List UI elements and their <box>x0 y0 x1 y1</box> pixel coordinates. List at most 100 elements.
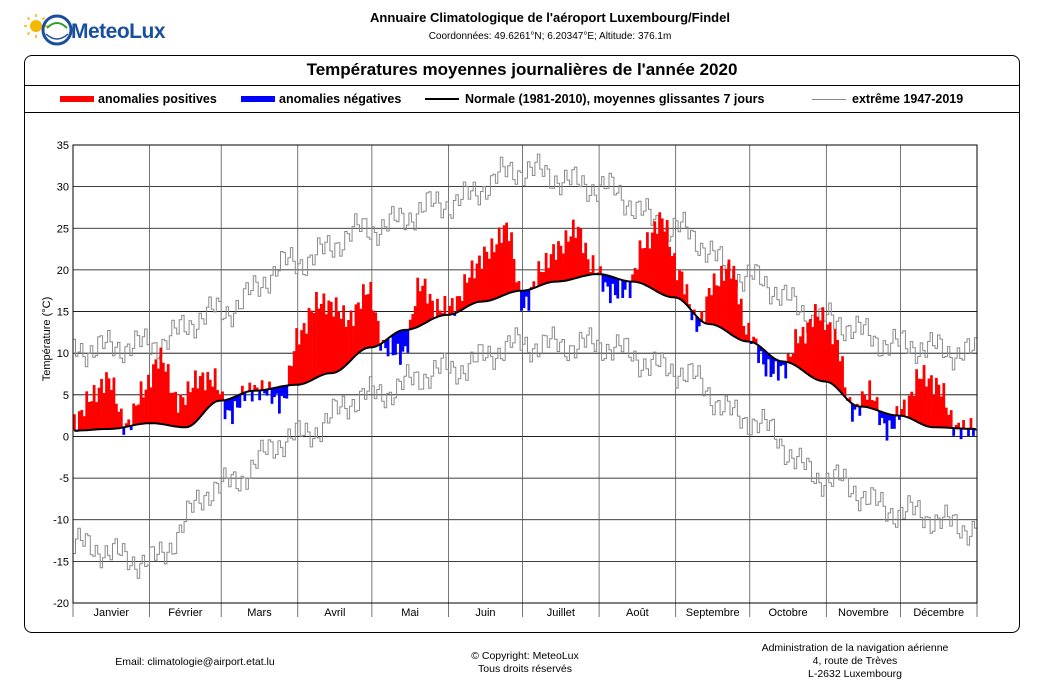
anomaly-bar-positive <box>574 237 578 279</box>
anomaly-bar-positive <box>865 399 869 408</box>
anomaly-bar-positive <box>176 412 180 427</box>
anomaly-bar-positive <box>789 356 793 364</box>
anomaly-bar-negative <box>608 276 612 304</box>
anomaly-bar-positive <box>413 306 417 328</box>
y-tick-label: 15 <box>57 307 69 319</box>
anomaly-bar-positive <box>944 407 948 428</box>
anomaly-bar-negative <box>613 277 617 296</box>
anomaly-bar-negative <box>525 290 528 297</box>
legend-divider <box>24 112 1020 113</box>
anomaly-bar-positive <box>912 396 916 421</box>
anomaly-bar-negative <box>258 390 262 401</box>
anomaly-bar-negative <box>379 344 383 351</box>
anomaly-bar-positive <box>692 309 696 314</box>
anomaly-bar-positive <box>633 267 637 282</box>
anomaly-bar-negative <box>406 329 410 353</box>
anomaly-bar-positive <box>954 424 958 429</box>
anomaly-bar-positive <box>816 316 820 380</box>
anomaly-bar-positive <box>290 366 294 386</box>
anomaly-bar-positive <box>517 280 521 291</box>
anomaly-bar-positive <box>260 380 264 391</box>
anomaly-bar-positive <box>297 344 301 385</box>
anomaly-bar-negative <box>236 395 239 408</box>
anomaly-bar-positive <box>831 344 835 385</box>
anomaly-bar-negative <box>974 428 978 431</box>
anomaly-bar-positive <box>848 397 852 402</box>
anomaly-bar-negative <box>885 413 889 441</box>
legend-swatch-normal <box>425 98 459 100</box>
anomaly-bar-positive <box>369 281 373 348</box>
legend-label-extreme: extrême 1947-2019 <box>852 92 964 106</box>
anomaly-bar-positive <box>475 263 479 303</box>
anomaly-bar-positive <box>902 399 906 417</box>
anomaly-bar-positive <box>826 324 830 382</box>
anomaly-bar-positive <box>418 291 422 326</box>
anomaly-bar-negative <box>769 355 773 377</box>
anomaly-bar-negative <box>396 331 400 344</box>
legend-item-extreme: extrême 1947-2019 <box>812 92 963 106</box>
y-tick-label: -15 <box>53 556 69 568</box>
anomaly-bar-positive <box>895 406 899 416</box>
month-label: Juin <box>475 607 495 619</box>
anomaly-bar-positive <box>507 241 511 294</box>
anomaly-bar-positive <box>436 298 439 317</box>
anomaly-bar-negative <box>275 387 279 394</box>
anomaly-bar-positive <box>811 327 815 378</box>
extreme-lines <box>73 153 977 579</box>
anomaly-bar-positive <box>910 391 914 419</box>
anomaly-bar-positive <box>161 362 165 425</box>
anomaly-bar-positive <box>641 248 644 284</box>
anomaly-bar-positive <box>675 280 679 298</box>
anomaly-bar-positive <box>962 420 965 429</box>
anomaly-bar-positive <box>813 304 817 379</box>
anomaly-bar-positive <box>268 381 271 390</box>
anomaly-bar-positive <box>544 252 548 284</box>
anomaly-bar-positive <box>492 252 496 300</box>
anomaly-bar-positive <box>171 392 175 427</box>
anomaly-bar-positive <box>248 382 252 392</box>
anomaly-bar-positive <box>181 397 185 428</box>
anomaly-bar-positive <box>124 423 128 427</box>
anomaly-bar-positive <box>685 284 689 305</box>
anomaly-bar-positive <box>863 395 867 407</box>
anomaly-bar-positive <box>189 392 192 426</box>
anomaly-bar-negative <box>384 340 387 349</box>
anomaly-bar-negative <box>122 427 126 435</box>
anomaly-bar-positive <box>823 329 827 382</box>
anomaly-bar-negative <box>628 281 632 299</box>
anomaly-bar-positive <box>942 383 946 428</box>
anomaly-bar-positive <box>868 380 872 408</box>
anomaly-bar-positive <box>450 298 454 315</box>
month-label: Octobre <box>768 607 807 619</box>
month-label: Décembre <box>913 607 964 619</box>
anomaly-bar-positive <box>907 395 911 418</box>
anomaly-bar-positive <box>643 247 647 285</box>
anomaly-bar-negative <box>238 394 242 408</box>
anomaly-bar-positive <box>213 368 217 402</box>
anomaly-bar-positive <box>806 322 810 375</box>
anomaly-bar-positive <box>357 302 360 354</box>
anomaly-bar-positive <box>460 300 464 310</box>
anomaly-bar-positive <box>470 260 474 305</box>
y-tick-label: 20 <box>57 265 69 277</box>
anomaly-bar-positive <box>927 378 931 427</box>
anomaly-bar-positive <box>870 399 874 409</box>
anomaly-bar-positive <box>665 220 669 297</box>
anomaly-bar-positive <box>448 305 452 315</box>
anomaly-bar-negative <box>767 353 770 360</box>
anomaly-bar-negative <box>285 385 289 399</box>
anomaly-bar-positive <box>660 218 664 295</box>
anomaly-bar-negative <box>129 425 133 431</box>
anomaly-bar-positive <box>164 371 168 425</box>
anomaly-bar-positive <box>860 391 864 407</box>
footer-email: Email: climatologie@airport.etat.lu <box>115 656 275 668</box>
anomaly-bar-positive <box>688 304 691 308</box>
anomaly-bar-positive <box>154 359 158 424</box>
anomaly-bar-positive <box>843 387 847 397</box>
y-tick-label: 0 <box>63 431 69 443</box>
anomaly-bar-positive <box>930 375 933 428</box>
anomaly-bar-positive <box>821 307 825 382</box>
address-line-1: Administration de la navigation aérienne <box>761 642 949 654</box>
anomaly-bar-positive <box>443 295 447 316</box>
